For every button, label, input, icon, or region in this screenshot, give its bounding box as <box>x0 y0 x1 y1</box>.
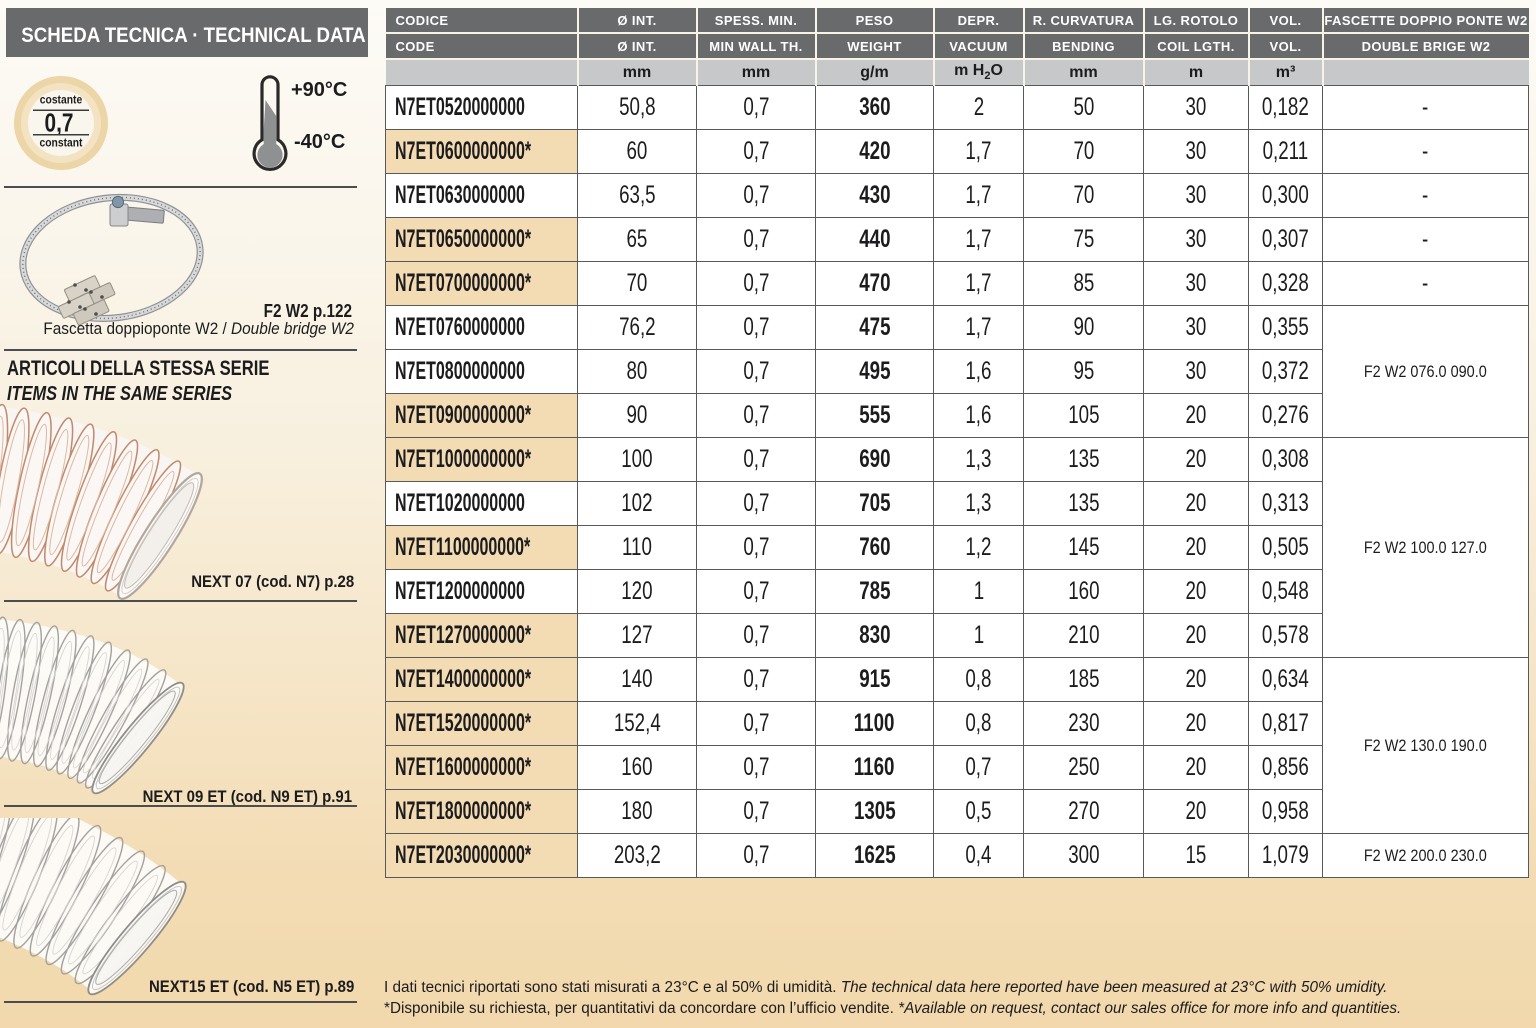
svg-text:costante: costante <box>40 94 82 107</box>
svg-text:constant: constant <box>40 137 83 150</box>
svg-text:0,7: 0,7 <box>45 108 74 137</box>
